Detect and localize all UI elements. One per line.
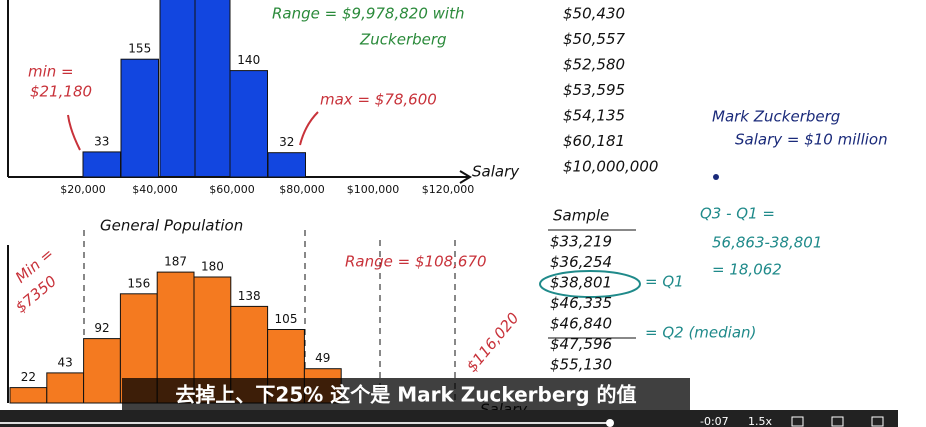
bar xyxy=(83,338,121,404)
arrow xyxy=(299,111,319,146)
annotation: = 18,062 xyxy=(712,261,782,279)
speed[interactable]: 1.5x xyxy=(748,415,772,427)
bar xyxy=(194,0,231,178)
bar-label: 140 xyxy=(237,53,260,67)
salary: $52,580 xyxy=(563,56,625,74)
bar-label: 49 xyxy=(315,351,330,365)
annotation: = Q1 xyxy=(645,273,684,291)
annotation: Mark Zuckerberg xyxy=(712,108,840,126)
fullscreen-button[interactable] xyxy=(871,416,884,427)
salary: $10,000,000 xyxy=(563,158,658,176)
axis-label: Salary xyxy=(472,163,520,181)
bar-label: 156 xyxy=(127,276,150,290)
sample-value: $38,801 xyxy=(550,274,612,292)
x-tick-label: $60,000 xyxy=(209,183,255,196)
annotation: 56,863-38,801 xyxy=(712,234,822,252)
annotation: Q3 - Q1 = xyxy=(700,205,775,223)
bar-label: 105 xyxy=(275,312,298,326)
sample-value: $46,840 xyxy=(550,315,612,333)
x-tick-label: $120,000 xyxy=(422,183,475,196)
circle xyxy=(539,270,641,298)
annotation: max = $78,600 xyxy=(320,91,437,109)
captions-button[interactable] xyxy=(791,416,804,427)
arrow xyxy=(459,170,472,184)
title: General Population xyxy=(100,217,243,235)
bar xyxy=(46,372,85,404)
salary: $53,595 xyxy=(563,81,625,99)
salary: $60,181 xyxy=(563,132,625,150)
bar-label: 155 xyxy=(128,42,151,56)
sample-value: $36,254 xyxy=(550,253,612,271)
bar xyxy=(120,58,159,178)
annotation: Range = $108,670 xyxy=(345,253,487,271)
sample-value: $46,335 xyxy=(550,294,612,312)
annotation: Zuckerberg xyxy=(359,31,447,49)
salary: $54,135 xyxy=(563,107,625,125)
bar xyxy=(9,387,48,404)
bar-label: 92 xyxy=(94,321,109,335)
bar-label: 180 xyxy=(201,260,224,274)
x-tick-label: $40,000 xyxy=(132,183,178,196)
bar xyxy=(229,70,268,178)
scrubber[interactable] xyxy=(606,419,614,427)
bar-label: 187 xyxy=(164,255,187,269)
salary: $50,430 xyxy=(563,5,625,23)
pip-button[interactable] xyxy=(831,416,844,427)
title: Sample xyxy=(553,207,609,225)
subtitle: 去掉上、下25% 这个是 Mark Zuckerberg 的值 xyxy=(175,383,636,407)
annotation: = Q2 (median) xyxy=(645,324,756,342)
bar xyxy=(82,151,121,178)
annotation: Range = $9,978,820 with xyxy=(272,5,464,23)
bar-label: 22 xyxy=(21,370,36,384)
salary: $50,557 xyxy=(563,30,625,48)
bar xyxy=(267,152,306,178)
x-tick-label: $100,000 xyxy=(347,183,400,196)
annotation: min = xyxy=(28,63,74,81)
annotation: Salary = $10 million xyxy=(735,131,888,149)
bar-label: 43 xyxy=(58,355,73,369)
top-histogram: min = $21,180 max = $78,600 Range = $9,9… xyxy=(7,0,888,184)
bar-label: 33 xyxy=(94,134,109,148)
bar-label: 32 xyxy=(279,135,294,149)
point xyxy=(713,174,719,180)
annotation: $116,020 xyxy=(463,309,523,375)
subtitle-box xyxy=(122,378,690,412)
annotation: $21,180 xyxy=(30,83,92,101)
sample-value: $47,596 xyxy=(550,335,612,353)
time: -0:07 xyxy=(700,415,729,427)
arrow xyxy=(67,114,81,151)
x-tick-label: $80,000 xyxy=(279,183,325,196)
x-tick-label: $20,000 xyxy=(60,183,106,196)
bar xyxy=(159,0,196,178)
bar-label: 138 xyxy=(238,289,261,303)
sample: Sample = Q1 = Q2 (median) Q3 - Q1 = 56,8… xyxy=(539,205,822,342)
sample-value: $55,130 xyxy=(550,356,612,374)
sample-value: $33,219 xyxy=(550,233,612,251)
